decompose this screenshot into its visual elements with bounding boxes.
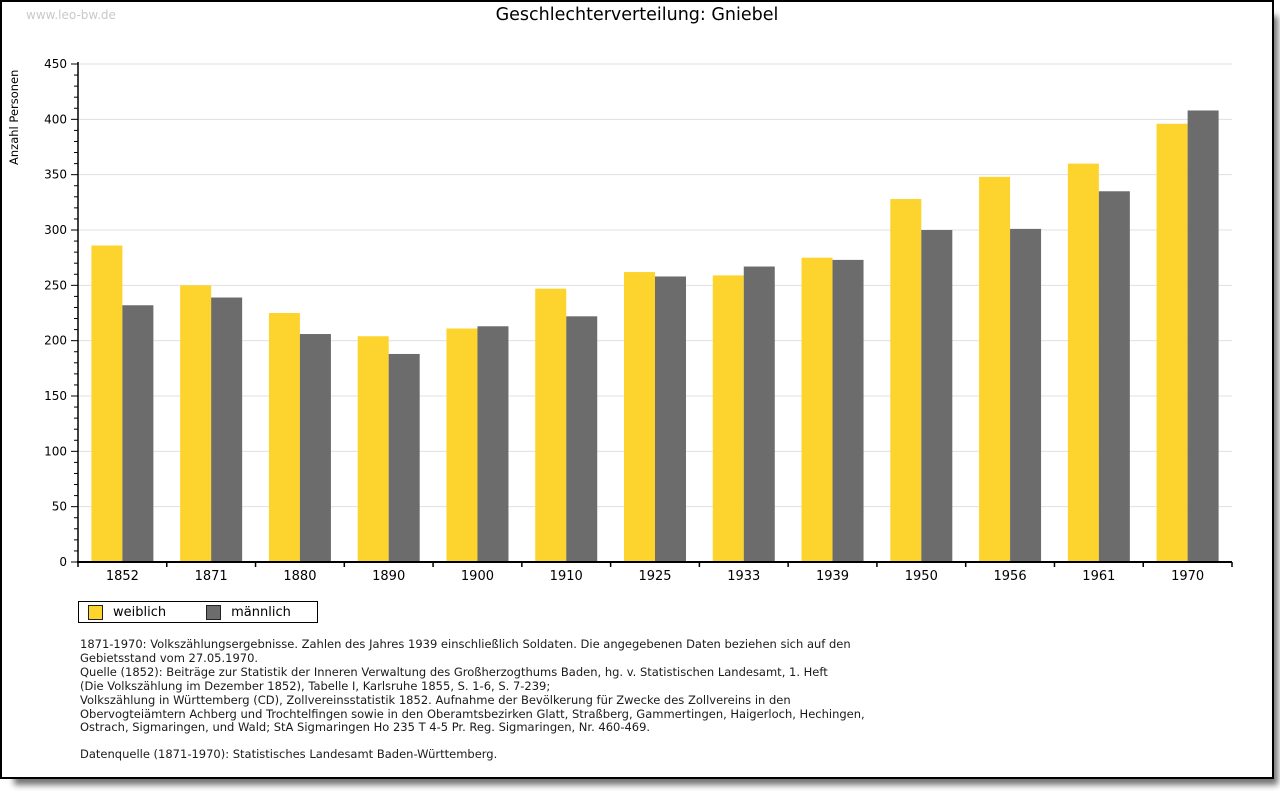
bar-chart: 1852 1871 1880 1890 1900 1910 1925 1933 1939 1950… xyxy=(2,32,1272,592)
bar-maennlich-1933 xyxy=(743,266,775,562)
bar-weiblich-1900 xyxy=(446,328,478,562)
legend: weiblich männlich xyxy=(78,601,318,623)
y-tick-label: 350 xyxy=(44,168,67,182)
bar-maennlich-1925 xyxy=(655,276,686,562)
x-tick-label: 1970 xyxy=(1171,569,1204,584)
y-tick-label: 100 xyxy=(44,444,67,458)
x-tick-label: 1939 xyxy=(816,569,849,584)
bar-weiblich-1925 xyxy=(624,272,655,562)
y-tick-label: 150 xyxy=(44,389,67,403)
y-tick-label: 50 xyxy=(52,500,67,514)
page-title: Geschlechterverteilung: Gniebel xyxy=(495,5,779,25)
y-tick-label: 400 xyxy=(44,112,67,126)
y-tick-label: 450 xyxy=(44,57,67,71)
footnote-line: Gebietsstand vom 27.05.1970. xyxy=(80,650,259,665)
datasource-line: Datenquelle (1871-1970): Statistisches L… xyxy=(80,747,498,762)
bar-weiblich-1950 xyxy=(890,199,922,562)
legend-label-maennlich: männlich xyxy=(231,604,291,620)
x-tick-label: 1880 xyxy=(283,569,316,584)
y-tick-label: 200 xyxy=(44,334,67,348)
footnote-line: 1871-1970: Volkszählungsergebnisse. Zahl… xyxy=(80,637,851,651)
x-tick-label: 1871 xyxy=(195,569,228,584)
bar-maennlich-1956 xyxy=(1010,228,1042,563)
x-tick-label: 1900 xyxy=(461,569,494,584)
footnote-line: Volkszählung in Württemberg (CD), Zollve… xyxy=(80,692,791,707)
footnotes: 1871-1970: Volkszählungsergebnisse. Zahl… xyxy=(80,637,1220,762)
bar-maennlich-1900 xyxy=(477,326,509,562)
x-tick-label: 1910 xyxy=(550,569,583,584)
x-tick-label: 1933 xyxy=(727,569,760,584)
bar-weiblich-1890 xyxy=(357,336,389,562)
bar-maennlich-1880 xyxy=(299,334,331,562)
bar-weiblich-1970 xyxy=(1156,123,1188,562)
x-tick-label: 1961 xyxy=(1082,569,1115,584)
bar-weiblich-1956 xyxy=(979,176,1011,562)
bar-weiblich-1880 xyxy=(268,313,300,562)
footnote-line: Quelle (1852): Beiträge zur Statistik de… xyxy=(80,664,828,679)
bar-weiblich-1933 xyxy=(712,275,744,562)
bar-weiblich-1961 xyxy=(1067,163,1099,562)
bar-weiblich-1852 xyxy=(91,245,123,562)
y-axis-title: Anzahl Personen xyxy=(7,70,21,165)
legend-item-maennlich: männlich xyxy=(206,604,303,620)
x-tick-label: 1890 xyxy=(372,569,405,584)
x-tick-label: 1925 xyxy=(638,569,671,584)
bar-weiblich-1910 xyxy=(535,288,567,562)
y-tick-label: 250 xyxy=(44,278,67,292)
bar-maennlich-1939 xyxy=(832,259,864,562)
legend-label-weiblich: weiblich xyxy=(113,604,167,620)
bar-chart-svg: 1852 1871 1880 1890 1900 1910 1925 1933 1939 1950… xyxy=(7,57,1233,584)
bar-maennlich-1970 xyxy=(1187,110,1219,562)
maennlich-swatch xyxy=(206,604,222,620)
weiblich-swatch xyxy=(88,604,103,620)
y-tick-label: 300 xyxy=(44,223,67,237)
bar-maennlich-1890 xyxy=(388,353,420,562)
bar-maennlich-1871 xyxy=(211,297,243,562)
x-tick-label: 1956 xyxy=(994,569,1027,584)
watermark: www.leo-bw.de xyxy=(26,8,116,22)
x-tick-label: 1950 xyxy=(905,569,938,584)
y-tick-label: 0 xyxy=(59,555,67,569)
x-tick-label: 1852 xyxy=(106,569,139,584)
legend-item-weiblich: weiblich xyxy=(88,604,178,620)
footnote-line: (Die Volkszählung im Dezember 1852), Tab… xyxy=(80,678,551,693)
footnote-line: Obervogteiämtern Achberg und Trochtelfin… xyxy=(80,706,865,721)
bar-maennlich-1910 xyxy=(566,316,598,562)
bar-weiblich-1871 xyxy=(180,285,212,562)
bar-maennlich-1852 xyxy=(122,305,154,562)
bar-maennlich-1950 xyxy=(921,230,953,562)
footnote-line: Ostrach, Sigmaringen, und Wald; StA Sigm… xyxy=(80,720,651,735)
bar-weiblich-1939 xyxy=(801,257,833,562)
bar-maennlich-1961 xyxy=(1098,191,1130,562)
